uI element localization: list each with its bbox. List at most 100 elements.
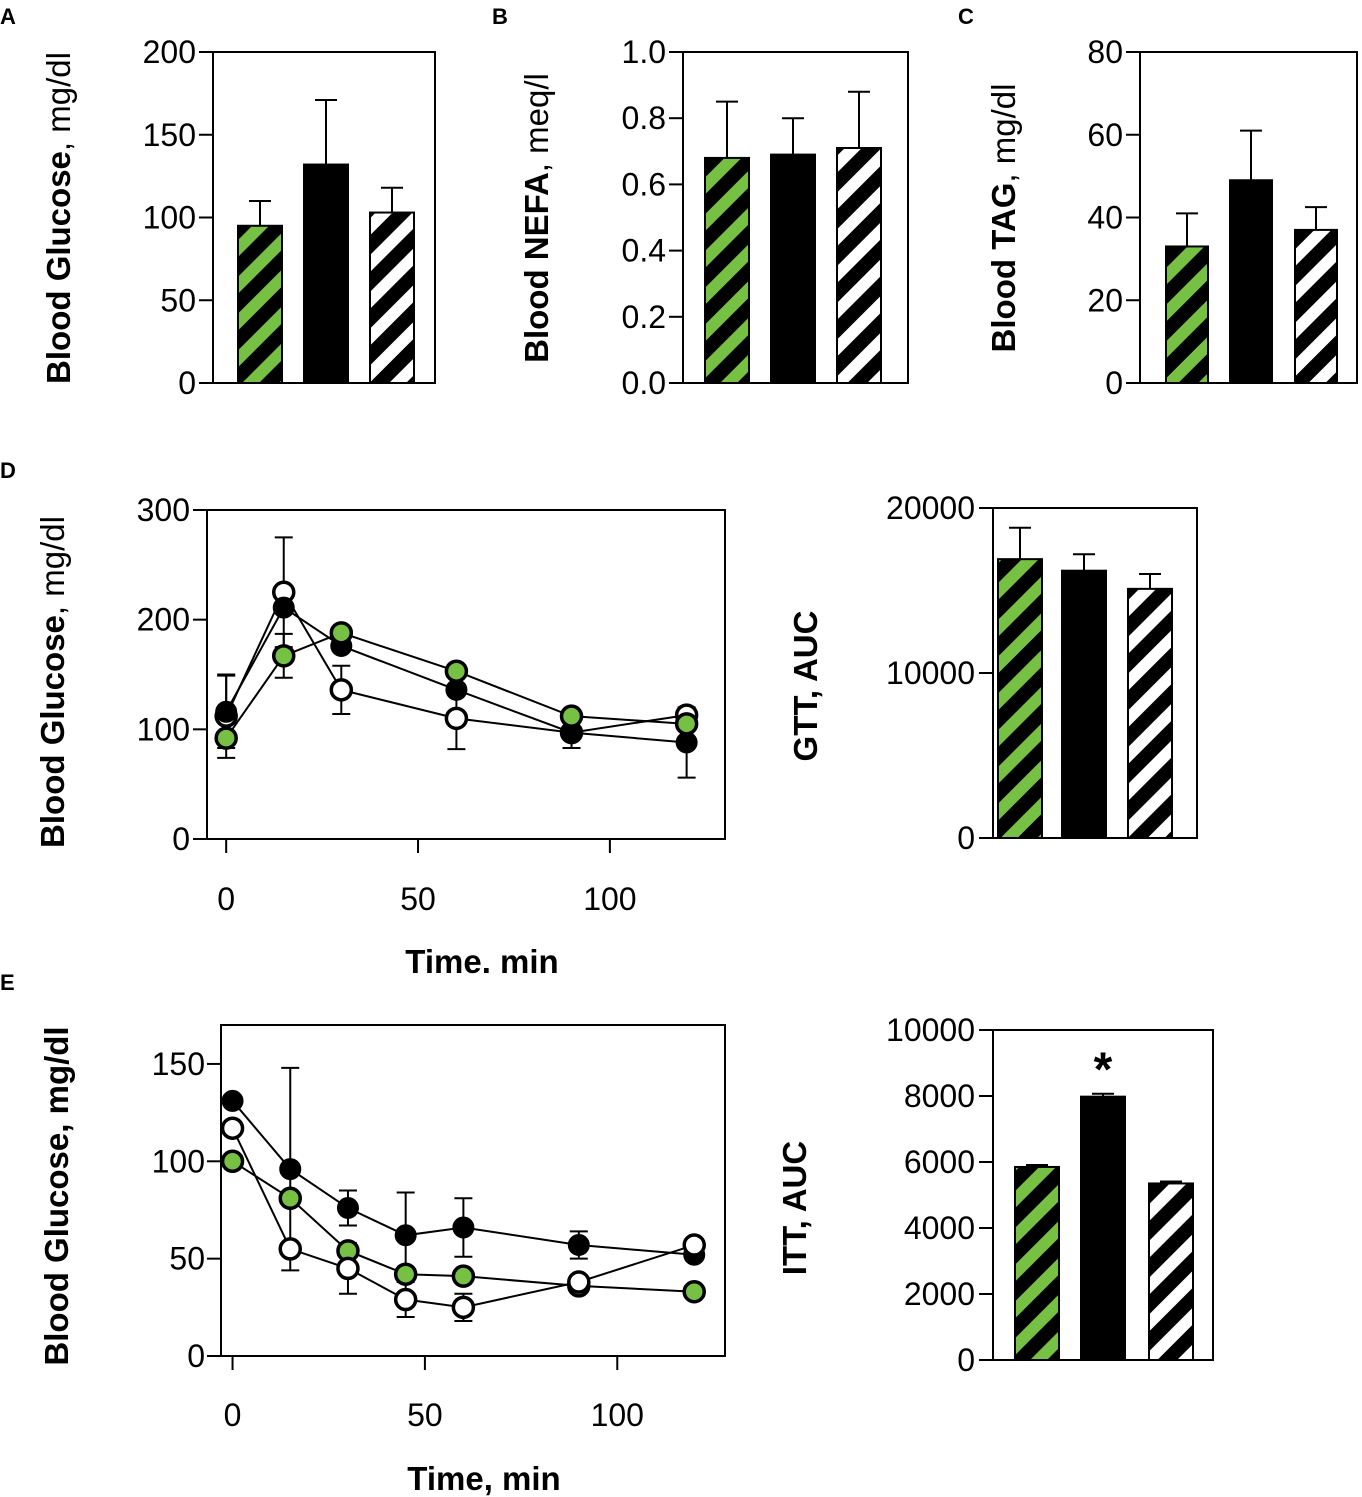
data-point-black: [452, 1216, 475, 1239]
bar-solid-black: [1080, 1095, 1126, 1362]
panel-b: B Blood NEFA, meq/l 0.0 0.2 0.4 0.6 0.8 1.0: [492, 4, 909, 401]
y-tick-label: 300: [137, 492, 190, 528]
data-point-white: [220, 1116, 245, 1140]
x-tick-label: 0: [217, 881, 235, 917]
data-point-white: [393, 1287, 418, 1312]
data-point-black: [336, 1197, 359, 1220]
y-tick-label: 200: [143, 34, 196, 70]
data-point-green: [451, 1264, 476, 1288]
bar-solid-black: [1229, 179, 1273, 384]
bar-green-hatched: [237, 224, 283, 384]
y-tick-label: 0: [957, 820, 975, 856]
panel-d-line-chart: D Blood Glucose, mg/dl Time. min 0 100 200…: [0, 458, 726, 980]
bars: *: [1014, 1044, 1194, 1362]
y-tick-label: 20: [1087, 282, 1123, 318]
y-tick-label: 0.4: [622, 233, 666, 269]
y-tick-label: 40: [1087, 200, 1123, 236]
x-tick-label: 0: [224, 1397, 242, 1433]
data-point-green: [271, 644, 296, 668]
bar-white-hatched: [836, 146, 882, 384]
data-point-green: [329, 621, 354, 645]
data-point-white: [444, 706, 469, 731]
panel-d-bar-chart: GTT, AUC 0 10000 20000: [787, 490, 1198, 856]
data-point-white: [682, 1233, 706, 1257]
y-tick-label: 10000: [886, 1012, 975, 1048]
x-tick-label: 50: [407, 1397, 443, 1433]
y-axis-label: Blood TAG, mg/dl: [985, 84, 1022, 353]
y-tick-label: 0.6: [622, 166, 666, 202]
data-point-white: [329, 678, 354, 702]
data-point-black: [221, 1089, 244, 1112]
y-tick-label: 2000: [904, 1276, 975, 1312]
data-point-black: [394, 1224, 417, 1247]
y-tick-label: 100: [137, 711, 190, 747]
panel-letter-e: E: [0, 970, 15, 995]
plot-frame: [220, 1024, 726, 1357]
data-point-black: [279, 1158, 302, 1181]
y-axis-label: GTT, AUC: [787, 611, 824, 762]
bar-white-hatched: [369, 211, 415, 384]
bar-solid-black: [1061, 569, 1107, 839]
y-tick-label: 0: [187, 1338, 205, 1374]
data-point-green: [559, 704, 584, 728]
y-tick-label: 60: [1087, 117, 1123, 153]
bar-green-hatched: [1014, 1165, 1060, 1361]
y-tick-label: 100: [152, 1143, 205, 1179]
panel-letter-b: B: [492, 4, 508, 29]
bars: [237, 98, 415, 384]
data-point-black: [272, 596, 295, 619]
panel-e-line-chart: E Blood Glucose, mg/dl Time, min 0 50 100 1…: [0, 970, 726, 1497]
series-line-green: [225, 631, 687, 739]
y-tick-labels: 0 2000 4000 6000 8000 10000: [886, 1012, 993, 1378]
y-tick-label: 0.2: [622, 299, 666, 335]
bars: [704, 90, 882, 384]
x-tick-label: 100: [583, 881, 636, 917]
tick-labels: 0 50 100 150 0 50 100: [152, 1046, 644, 1433]
y-axis-label: ITT, AUC: [776, 1141, 813, 1275]
plot-frame: [682, 51, 909, 384]
y-tick-label: 200: [137, 602, 190, 638]
data-point-white: [451, 1295, 476, 1320]
plot-frame: [992, 1029, 1214, 1361]
y-tick-label: 0.0: [622, 365, 666, 401]
panel-a: A Blood Glucose, mg/dl 0 50 100 150 200: [0, 4, 436, 401]
x-axis-label: Time, min: [407, 1460, 560, 1497]
bar-white-hatched: [1148, 1182, 1194, 1361]
series-markers: [220, 1066, 706, 1322]
panel-letter-a: A: [0, 4, 16, 29]
y-tick-label: 150: [143, 117, 196, 153]
y-tick-label: 8000: [904, 1078, 975, 1114]
y-tick-label: 0: [178, 365, 196, 401]
y-tick-label: 50: [169, 1241, 205, 1277]
bar-green-hatched: [1165, 245, 1209, 384]
data-point-green: [674, 712, 699, 736]
y-tick-labels: 0.0 0.2 0.4 0.6 0.8 1.0: [622, 34, 683, 401]
bar-white-hatched: [1127, 587, 1173, 839]
data-point-green: [220, 1149, 245, 1174]
data-point-green: [278, 1186, 303, 1211]
y-tick-label: 0: [172, 821, 190, 857]
data-point-green: [214, 726, 238, 750]
panel-letter-c: C: [958, 4, 974, 29]
y-tick-label: 0: [957, 1342, 975, 1378]
data-point-green: [444, 659, 469, 683]
y-tick-label: 10000: [886, 655, 975, 691]
y-axis-label: Blood Glucose, mg/dl: [38, 1026, 75, 1365]
y-tick-label: 0.8: [622, 100, 666, 136]
plot-frame: [206, 509, 726, 840]
bars: [997, 526, 1173, 840]
data-point-black: [215, 700, 238, 723]
series-line-black: [225, 606, 687, 744]
plot-frame: [992, 507, 1198, 839]
y-tick-labels: 0 20 40 60 80: [1087, 34, 1140, 401]
x-tick-label: 100: [591, 1397, 644, 1433]
panel-c: C Blood TAG, mg/dl 0 20 40 60 80: [958, 4, 1358, 401]
y-tick-label: 0: [1105, 365, 1123, 401]
y-tick-label: 1.0: [622, 34, 666, 70]
y-tick-label: 6000: [904, 1144, 975, 1180]
x-tick-label: 50: [400, 881, 436, 917]
data-point-white: [278, 1237, 303, 1261]
y-tick-label: 150: [152, 1046, 205, 1082]
y-tick-label: 4000: [904, 1210, 975, 1246]
data-point-white: [336, 1256, 360, 1281]
